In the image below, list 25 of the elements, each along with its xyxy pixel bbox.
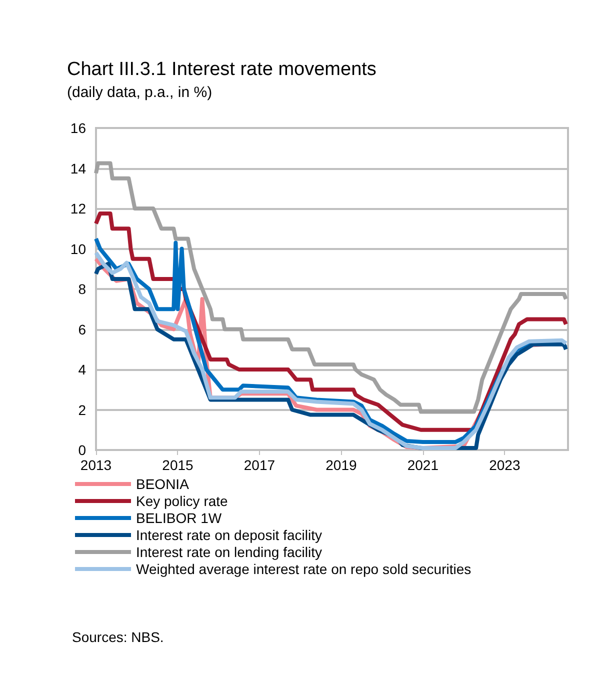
y-tick-label: 14 — [70, 160, 86, 176]
y-tick-label: 2 — [78, 402, 86, 418]
chart-title: Chart III.3.1 Interest rate movements — [67, 59, 376, 80]
x-tick-label: 2015 — [162, 457, 194, 473]
x-tick-label: 2017 — [244, 457, 276, 473]
legend-label: Interest rate on deposit facility — [136, 527, 322, 543]
y-tick-label: 12 — [70, 200, 86, 216]
x-tick-label: 2023 — [489, 457, 520, 473]
y-tick-label: 10 — [70, 240, 86, 257]
legend-label: Key policy rate — [136, 493, 228, 509]
y-tick-label: 0 — [78, 442, 86, 458]
y-tick-label: 4 — [78, 362, 86, 378]
legend-label: Interest rate on lending facility — [136, 544, 322, 560]
y-tick-label: 8 — [78, 281, 86, 297]
y-tick-label: 16 — [70, 120, 86, 136]
source-note: Sources: NBS. — [72, 629, 164, 645]
x-tick-label: 2021 — [407, 457, 439, 473]
legend-label: BELIBOR 1W — [136, 510, 222, 526]
x-tick-label: 2019 — [326, 457, 357, 473]
legend-label: Weighted average interest rate on repo sold securities — [136, 561, 472, 577]
legend-label: BEONIA — [136, 476, 190, 492]
x-tick-label: 2013 — [80, 457, 112, 473]
y-tick-label: 6 — [78, 321, 86, 338]
chart-subtitle: (daily data, p.a., in %) — [67, 84, 212, 101]
line-series — [94, 161, 568, 414]
